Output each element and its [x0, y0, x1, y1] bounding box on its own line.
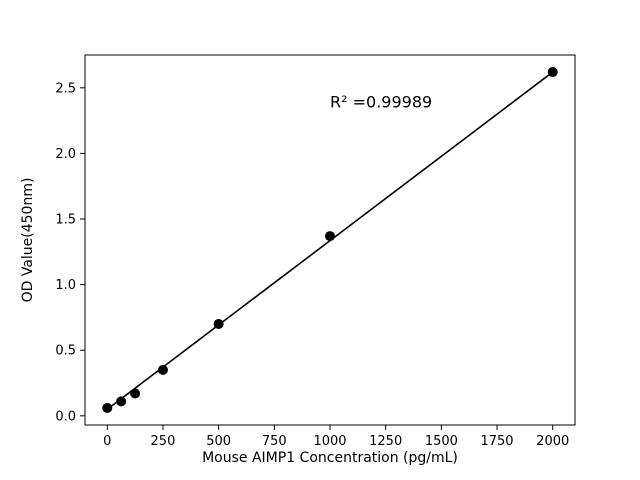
y-tick-label: 1.5: [55, 213, 76, 228]
r-squared-annotation: R² =0.99989: [330, 92, 432, 111]
x-axis-label: Mouse AIMP1 Concentration (pg/mL): [202, 450, 458, 466]
x-tick-label: 2000: [536, 434, 569, 449]
x-tick-label: 500: [206, 434, 231, 449]
x-axis-ticks: 0 250 500 750 1000 1250 1500 1750 2000: [103, 425, 569, 449]
y-axis-ticks: 0.0 0.5 1.0 1.5 2.0 2.5: [55, 81, 85, 424]
y-tick-label: 2.5: [55, 81, 76, 96]
x-tick-label: 1750: [480, 434, 513, 449]
x-tick-label: 1250: [369, 434, 402, 449]
y-axis-label: OD Value(450nm): [20, 178, 36, 303]
data-point: [325, 231, 335, 242]
x-tick-label: 1500: [425, 434, 458, 449]
y-tick-label: 2.0: [55, 147, 76, 162]
y-tick-label: 0.0: [55, 409, 76, 424]
y-tick-label: 1.0: [55, 278, 76, 293]
x-tick-label: 0: [103, 434, 111, 449]
x-tick-label: 250: [151, 434, 176, 449]
data-point: [157, 364, 168, 375]
y-tick-label: 0.5: [55, 344, 76, 359]
x-tick-label: 750: [262, 434, 287, 449]
x-tick-label: 1000: [313, 434, 346, 449]
data-point: [130, 388, 141, 399]
data-point: [116, 396, 127, 407]
data-point: [102, 402, 113, 413]
data-series: [102, 67, 558, 413]
data-point: [547, 67, 558, 78]
data-point: [213, 318, 224, 329]
